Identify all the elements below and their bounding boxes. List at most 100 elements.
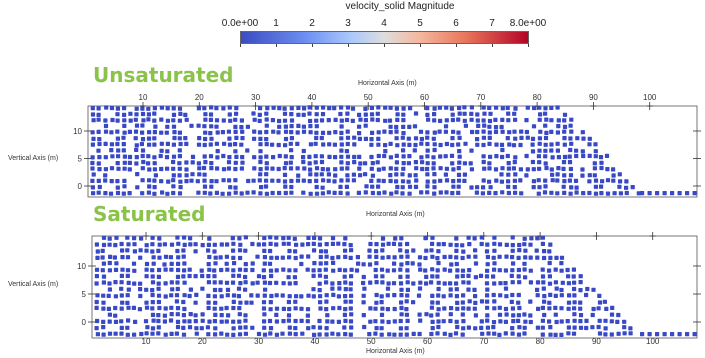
particle xyxy=(481,185,486,190)
particle xyxy=(540,332,545,337)
particle xyxy=(380,306,385,311)
particle xyxy=(202,165,207,171)
particle xyxy=(159,148,164,153)
particle xyxy=(466,325,471,330)
particle xyxy=(282,118,288,123)
particle xyxy=(325,319,330,324)
particle xyxy=(162,319,167,324)
particle xyxy=(135,185,140,190)
particle xyxy=(587,153,592,158)
particle xyxy=(456,117,461,122)
particle xyxy=(146,136,152,141)
particle xyxy=(296,112,301,117)
particle xyxy=(361,280,366,286)
particle xyxy=(113,280,118,285)
particle xyxy=(243,325,248,330)
particle xyxy=(448,281,453,286)
particle xyxy=(510,331,515,336)
particle xyxy=(530,136,536,141)
particle xyxy=(394,129,399,134)
particle xyxy=(289,124,294,129)
particle xyxy=(176,255,181,260)
particle xyxy=(530,149,536,154)
particle xyxy=(289,106,294,111)
particle xyxy=(177,154,182,159)
particle xyxy=(367,254,372,259)
particle xyxy=(553,305,558,310)
particle xyxy=(332,179,337,184)
particle xyxy=(513,106,518,111)
particle xyxy=(112,255,117,260)
particle xyxy=(144,287,149,292)
particle xyxy=(289,148,294,153)
particle xyxy=(287,255,292,260)
particle xyxy=(398,274,403,279)
particle xyxy=(257,130,263,135)
particle xyxy=(348,299,353,304)
particle xyxy=(258,172,263,177)
particle xyxy=(388,178,393,184)
particle xyxy=(599,165,604,171)
particle xyxy=(343,248,348,253)
particle xyxy=(376,184,381,189)
particle xyxy=(425,130,430,135)
particle xyxy=(339,166,344,171)
particle xyxy=(392,319,397,324)
particle xyxy=(449,306,454,311)
particle xyxy=(549,190,554,195)
particle xyxy=(388,173,393,178)
particle xyxy=(391,241,397,246)
particle xyxy=(181,248,186,253)
particle xyxy=(677,332,682,337)
particle xyxy=(412,124,418,129)
particle xyxy=(220,191,225,196)
particle xyxy=(430,254,435,259)
particle xyxy=(394,124,399,130)
particle xyxy=(540,318,545,323)
particle xyxy=(386,241,391,246)
particle xyxy=(481,105,486,110)
particle xyxy=(182,293,187,298)
particle xyxy=(357,112,362,117)
particle xyxy=(457,105,462,111)
particle xyxy=(176,267,181,273)
particle xyxy=(395,143,400,148)
particle xyxy=(293,249,298,254)
particle xyxy=(491,325,496,330)
particle xyxy=(221,118,226,123)
particle xyxy=(127,167,132,172)
particle xyxy=(568,191,573,196)
particle xyxy=(327,130,332,135)
particle xyxy=(537,160,542,165)
particle xyxy=(208,117,213,122)
particle xyxy=(522,331,527,336)
particle xyxy=(542,299,547,304)
particle xyxy=(374,242,379,247)
particle xyxy=(109,148,114,153)
particle xyxy=(96,129,101,134)
particle xyxy=(203,130,208,135)
particle xyxy=(147,167,152,172)
particle xyxy=(261,268,266,273)
particle xyxy=(461,293,466,298)
particle xyxy=(277,153,282,159)
particle xyxy=(628,331,633,336)
particle xyxy=(500,166,505,171)
particle xyxy=(182,261,187,266)
particle xyxy=(449,262,454,267)
particle xyxy=(376,142,381,147)
particle xyxy=(206,300,211,305)
particle xyxy=(215,149,220,154)
particle xyxy=(101,306,106,311)
particle xyxy=(364,184,369,189)
particle xyxy=(171,184,176,189)
particle xyxy=(134,112,139,117)
particle xyxy=(227,191,232,196)
particle xyxy=(237,306,242,311)
particle xyxy=(528,255,533,260)
particle xyxy=(212,242,217,247)
x-tick-label: 60 xyxy=(423,337,432,346)
particle xyxy=(361,300,366,305)
particle xyxy=(317,242,322,247)
particle xyxy=(531,185,536,190)
